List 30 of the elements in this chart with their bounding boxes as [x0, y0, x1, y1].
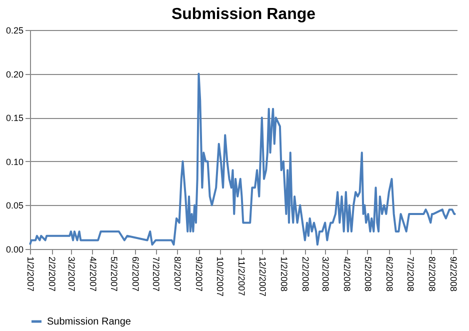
chart-title: Submission Range: [171, 6, 316, 23]
x-tick-label: 7/2/2007: [151, 256, 162, 292]
x-tick-label: 7/2/2008: [405, 256, 416, 292]
x-tick-label: 3/2/2008: [320, 256, 331, 292]
line-series: [29, 72, 457, 246]
x-tick-label: 1/2/2007: [26, 256, 36, 292]
y-tick-label: 0.05: [6, 200, 24, 211]
x-tick-label: 5/2/2007: [108, 256, 119, 292]
legend-label: Submission Range: [47, 316, 132, 328]
y-tick-label: 0.20: [6, 69, 24, 80]
x-tick-label: 8/2/2008: [426, 256, 437, 292]
y-tick-label: 0.10: [6, 156, 24, 167]
y-tick-label: 0.25: [6, 26, 24, 36]
x-tick-label: 4/2/2007: [88, 256, 98, 292]
x-tick-label: 2/2/2007: [47, 256, 58, 292]
x-tick-label: 12/2/2007: [257, 256, 268, 297]
x-tick-label: 6/2/2007: [130, 256, 140, 292]
x-tick-label: 6/2/2008: [384, 256, 394, 292]
x-tick-label: 2/2/2008: [300, 256, 310, 292]
x-tick-label: 4/2/2008: [342, 256, 352, 292]
x-tick-label: 3/2/2007: [66, 256, 76, 292]
x-tick-label: 9/2/2007: [194, 256, 204, 292]
x-tick-label: 10/2/2007: [215, 256, 226, 297]
x-tick-label: 1/2/2008: [278, 256, 289, 292]
x-tick-label: 11/2/2007: [236, 256, 247, 296]
x-tick-label: 9/2/2008: [448, 256, 458, 292]
y-tick-label: 0.15: [6, 113, 24, 124]
x-tick-label: 8/2/2007: [172, 256, 183, 292]
y-tick-label: 0.00: [6, 244, 24, 254]
x-tick-label: 5/2/2008: [362, 256, 373, 292]
